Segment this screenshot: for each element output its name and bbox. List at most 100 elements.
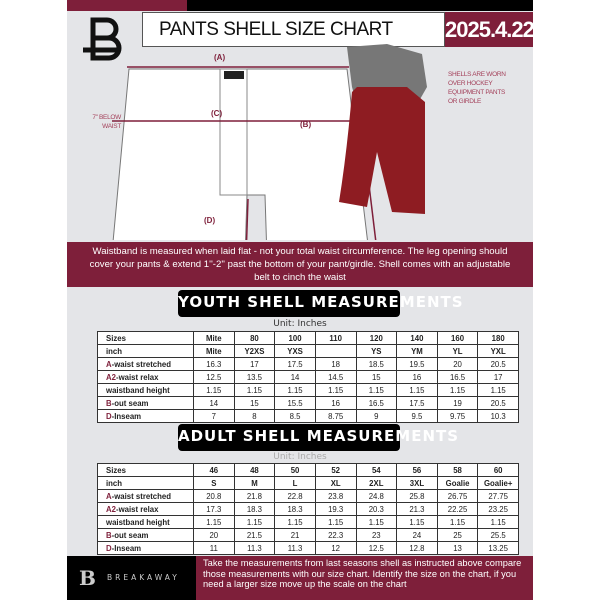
table-cell: YL [436, 344, 479, 358]
shell-note: SHELLS ARE WORN OVER HOCKEY EQUIPMENT PA… [448, 71, 506, 105]
measurement-code: A2 [106, 504, 116, 514]
table-cell: 17.5 [274, 357, 316, 371]
table-cell: 11.3 [274, 541, 316, 555]
table-cell: 21.5 [233, 528, 276, 542]
table-cell: 58 [436, 463, 479, 477]
table-cell: 12.8 [396, 541, 438, 555]
measurement-label: -waist relax [115, 504, 159, 514]
table-cell: 14 [193, 396, 235, 410]
table-cell: 19.5 [396, 357, 438, 371]
table-cell: 25 [436, 528, 479, 542]
measurement-code: A [106, 491, 112, 501]
adult-size-table: Sizes 46 48 50 52 54 56 58 60 inch S M L XL 2XL 3XL Goal… [97, 463, 519, 555]
table-cell: 12.5 [193, 370, 235, 384]
table-cell: 11 [193, 541, 235, 555]
table-cell: 48 [233, 463, 276, 477]
table-cell: 17 [233, 357, 276, 371]
footer-logo: B [79, 566, 96, 590]
measurement-code: D [106, 543, 112, 553]
table-cell: 18 [314, 357, 357, 371]
table-cell: Mite [193, 331, 235, 345]
table-cell: 46 [193, 463, 235, 477]
table-cell: 1.15 [193, 515, 235, 529]
measurement-label: Sizes [106, 465, 126, 475]
table-cell: Goalie [436, 476, 479, 490]
table-cell: 1.15 [233, 515, 276, 529]
table-cell [314, 344, 357, 358]
table-cell: 22.8 [274, 489, 316, 503]
youth-unit: Unit: Inches [273, 319, 327, 329]
page-title: PANTS SHELL SIZE CHART [142, 12, 445, 47]
table-cell: Y2XS [233, 344, 276, 358]
table-cell: 1.15 [436, 515, 479, 529]
measurement-label: -waist stretched [111, 359, 172, 369]
table-cell: 180 [477, 331, 519, 345]
table-cell: 22.3 [314, 528, 357, 542]
row-label: A-waist stretched [97, 489, 194, 503]
table-cell: 54 [355, 463, 398, 477]
table-cell: 10.3 [477, 409, 519, 423]
table-cell: XL [314, 476, 357, 490]
table-cell: 13.5 [233, 370, 276, 384]
table-cell: 25.8 [396, 489, 438, 503]
table-cell: 14 [274, 370, 316, 384]
table-cell: 52 [314, 463, 357, 477]
table-cell: 14.5 [314, 370, 357, 384]
table-cell: 80 [233, 331, 276, 345]
table-cell: 56 [396, 463, 438, 477]
table-cell: 20.3 [355, 502, 398, 516]
row-label: A-waist stretched [97, 357, 194, 371]
table-cell: 16.5 [436, 370, 479, 384]
table-cell: 17.3 [193, 502, 235, 516]
table-row: B-out seam 20 21.5 21 22.3 23 24 25 25.5 [97, 528, 519, 542]
row-label: B-out seam [97, 396, 194, 410]
table-cell: 1.15 [314, 383, 357, 397]
table-cell: 120 [355, 331, 398, 345]
row-label: waistband height [97, 383, 194, 397]
table-cell: 20.5 [477, 357, 519, 371]
table-cell: 21.8 [233, 489, 276, 503]
table-cell: 24.8 [355, 489, 398, 503]
table-cell: 1.15 [193, 383, 235, 397]
table-cell: 23.8 [314, 489, 357, 503]
table-cell: 140 [396, 331, 438, 345]
row-label: inch [97, 344, 194, 358]
table-cell: 1.15 [355, 383, 398, 397]
table-cell: 2XL [355, 476, 398, 490]
table-cell: 1.15 [355, 515, 398, 529]
row-label: Sizes [97, 463, 194, 477]
row-label: B-out seam [97, 528, 194, 542]
row-label: waistband height [97, 515, 194, 529]
table-cell: 22.25 [436, 502, 479, 516]
table-row: Sizes 46 48 50 52 54 56 58 60 [97, 463, 519, 477]
belt-buckle-icon [224, 71, 244, 79]
footer-brand: B BREAKAWAY [67, 556, 196, 600]
table-cell: 1.15 [477, 515, 519, 529]
measurement-label: inch [106, 346, 123, 356]
table-cell: Mite [193, 344, 235, 358]
top-black-bar [187, 0, 533, 11]
table-cell: 110 [314, 331, 357, 345]
table-cell: 1.15 [396, 515, 438, 529]
table-cell: 13.25 [477, 541, 519, 555]
table-cell: 17 [477, 370, 519, 384]
measurement-code: B [106, 530, 112, 540]
table-cell: 8.75 [314, 409, 357, 423]
table-cell: 1.15 [233, 383, 276, 397]
table-row: A-waist stretched 16.3 17 17.5 18 18.5 19.5 20 2… [97, 357, 519, 371]
label-b: (B) [300, 120, 312, 129]
pants-photo [339, 44, 427, 214]
table-cell: 15 [233, 396, 276, 410]
table-row: A2-waist relax 12.5 13.5 14 14.5 15 16 16.5 17 [97, 370, 519, 384]
footer-instructions: Take the measurements from last seasons … [196, 556, 533, 600]
table-row: A2-waist relax 17.3 18.3 18.3 19.3 20.3 21.3 22… [97, 502, 519, 516]
adult-unit: Unit: Inches [273, 452, 327, 462]
table-cell: 23.25 [477, 502, 519, 516]
table-cell: 25.5 [477, 528, 519, 542]
measurement-label: Sizes [106, 333, 126, 343]
table-cell: 16 [396, 370, 438, 384]
measurement-code: B [106, 398, 112, 408]
table-cell: 21 [274, 528, 316, 542]
table-cell: S [193, 476, 235, 490]
table-cell: 1.15 [314, 515, 357, 529]
